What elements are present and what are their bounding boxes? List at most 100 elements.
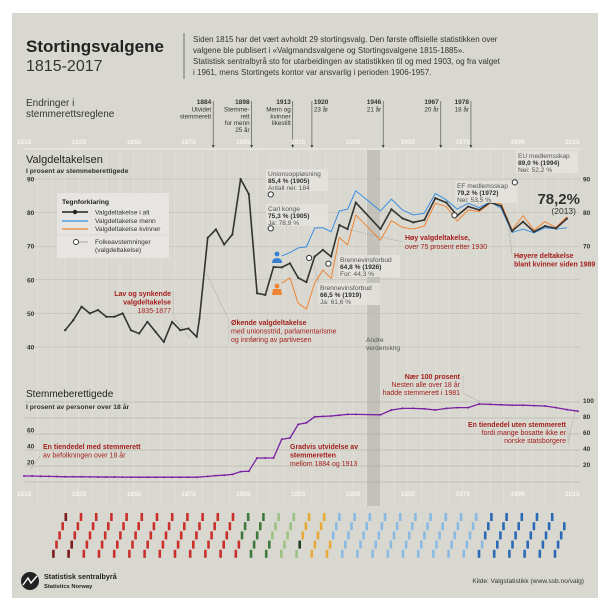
election-stripe bbox=[264, 549, 268, 558]
x-tick-label: 1835 bbox=[72, 491, 87, 498]
arrow-down-icon bbox=[381, 145, 385, 148]
y-tick-label-right: 80 bbox=[583, 210, 591, 217]
election-stripe bbox=[468, 531, 472, 540]
election-stripe bbox=[347, 531, 350, 540]
x-tick-label: 1915 bbox=[291, 491, 306, 498]
annotation-line: Gradvis utvidelse av bbox=[290, 444, 358, 451]
election-stripe bbox=[368, 513, 372, 521]
annotation-line: med unionsstrid, parlamentarisme bbox=[231, 329, 337, 336]
election-stripe bbox=[61, 522, 64, 531]
election-stripe bbox=[64, 513, 68, 521]
election-stripe bbox=[499, 531, 502, 540]
election-stripe bbox=[508, 549, 511, 558]
annotation-women-higher: Høyere deltakelse blant kvinner siden 19… bbox=[514, 253, 595, 269]
election-stripe bbox=[213, 522, 216, 531]
election-stripe bbox=[152, 522, 156, 531]
election-stripe bbox=[307, 513, 311, 521]
series-women-line bbox=[281, 202, 568, 310]
election-stripe bbox=[55, 540, 58, 549]
series-electorate-point bbox=[412, 407, 415, 410]
war-label: verdenskrig bbox=[366, 345, 400, 352]
election-stripe bbox=[283, 540, 286, 549]
election-stripe bbox=[344, 540, 347, 549]
x-tick-label: 1855 bbox=[126, 139, 141, 146]
election-stripe bbox=[480, 540, 484, 549]
election-stripe bbox=[161, 540, 165, 549]
series-electorate-point bbox=[305, 421, 308, 424]
series-total-point bbox=[321, 248, 324, 251]
election-stripe bbox=[553, 549, 557, 558]
annotation-line: Høy valgdeltakelse, bbox=[405, 235, 470, 242]
legend-marker-total bbox=[72, 209, 78, 215]
series-total-point bbox=[121, 312, 124, 315]
election-stripe bbox=[511, 540, 514, 549]
election-stripe bbox=[474, 513, 478, 521]
timeline-event-label: 23 år bbox=[314, 106, 328, 114]
election-stripe bbox=[201, 513, 204, 521]
election-stripe bbox=[76, 522, 80, 531]
y-tick-label-right: 20 bbox=[583, 462, 591, 469]
series-electorate-point bbox=[195, 476, 198, 479]
election-stripe bbox=[277, 513, 280, 521]
referendum-marker bbox=[267, 191, 274, 198]
series-electorate-point bbox=[214, 474, 217, 477]
annotation-line: hadde stemmerett i 1981 bbox=[383, 390, 461, 397]
series-electorate-point bbox=[247, 470, 250, 473]
referendum-label: Carl konge bbox=[268, 206, 300, 213]
series-total-point bbox=[96, 308, 100, 312]
election-stripe bbox=[210, 531, 213, 540]
turnout-series bbox=[64, 177, 569, 344]
timeline-event-label: 20 år bbox=[424, 106, 438, 114]
series-electorate-point bbox=[522, 404, 525, 407]
x-tick-label: 1995 bbox=[510, 491, 525, 498]
arrow-down-icon bbox=[291, 145, 295, 148]
election-stripe bbox=[386, 549, 390, 558]
series-total-point bbox=[445, 201, 448, 204]
series-electorate-point bbox=[338, 414, 341, 417]
election-stripe bbox=[432, 549, 435, 558]
election-stripe bbox=[502, 522, 505, 531]
election-stripe bbox=[350, 522, 353, 531]
series-total-point bbox=[467, 205, 470, 208]
election-stripe bbox=[556, 540, 560, 549]
election-stripe bbox=[195, 531, 198, 540]
series-total-point bbox=[255, 292, 259, 295]
election-stripe bbox=[207, 540, 210, 549]
election-stripe bbox=[271, 531, 274, 540]
election-stripe bbox=[389, 540, 393, 549]
timeline-event-label: stemmerett bbox=[180, 113, 212, 120]
election-stripe bbox=[456, 522, 460, 531]
timeline-event-label: rett bbox=[240, 113, 249, 120]
election-stripe bbox=[67, 549, 70, 558]
timeline-event-label: likestilt bbox=[272, 120, 291, 127]
election-stripe bbox=[246, 513, 250, 521]
election-stripe bbox=[453, 531, 457, 540]
election-stripe bbox=[535, 513, 539, 521]
woman-icon bbox=[272, 283, 282, 295]
referendum-label: Nei: 52,2 % bbox=[518, 167, 552, 174]
legend-marker-referendum bbox=[73, 239, 79, 245]
series-electorate-point bbox=[39, 475, 42, 478]
series-electorate-point bbox=[288, 437, 291, 439]
series-total-point bbox=[554, 227, 558, 230]
election-stripe bbox=[228, 522, 232, 531]
election-stripe bbox=[447, 549, 450, 558]
series-electorate-point bbox=[223, 474, 226, 477]
election-stripe bbox=[183, 522, 186, 531]
election-stripe bbox=[331, 531, 335, 540]
x-tick-label: 1995 bbox=[510, 139, 525, 146]
y-tick-label-right: 70 bbox=[583, 244, 591, 251]
election-stripe bbox=[298, 540, 301, 549]
series-electorate-point bbox=[489, 403, 492, 406]
series-electorate-point bbox=[31, 475, 34, 477]
x-tick-label: 1955 bbox=[401, 491, 416, 498]
election-stripe bbox=[450, 540, 453, 549]
series-total-point bbox=[146, 320, 149, 323]
election-stripe bbox=[170, 513, 174, 521]
x-tick-label: 2015 bbox=[565, 139, 580, 146]
legend-title: Tegnforklaring bbox=[62, 199, 109, 206]
